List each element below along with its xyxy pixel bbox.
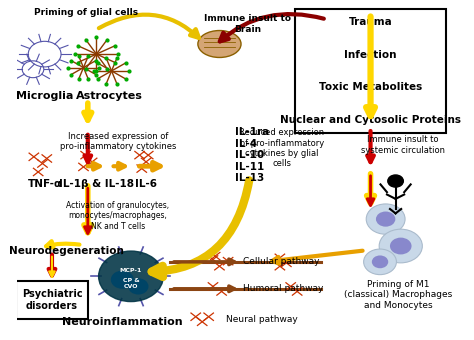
Text: Priming of glial cells: Priming of glial cells	[34, 7, 138, 17]
Text: TNF-α: TNF-α	[27, 179, 62, 189]
Circle shape	[129, 279, 148, 294]
Text: Increased expression of
pro-inflammatory cytokines: Increased expression of pro-inflammatory…	[60, 132, 176, 151]
Circle shape	[388, 175, 403, 187]
FancyBboxPatch shape	[295, 8, 446, 133]
Circle shape	[379, 229, 422, 263]
Text: Immune insult to
Brain: Immune insult to Brain	[204, 14, 291, 34]
Ellipse shape	[198, 31, 241, 57]
Text: Neurodegeneration: Neurodegeneration	[9, 246, 124, 256]
Text: Neuroinflammation: Neuroinflammation	[62, 317, 182, 327]
Text: Reduced expression
of pro-inflammatory
cytokines by glial
cells: Reduced expression of pro-inflammatory c…	[239, 128, 325, 169]
Text: Microglia: Microglia	[16, 91, 73, 101]
Text: IL-1ra
IL-4
IL-10
IL-11
IL-13: IL-1ra IL-4 IL-10 IL-11 IL-13	[235, 127, 269, 183]
Text: Activation of granulocytes,
monocytes/macrophages,
NK and T cells: Activation of granulocytes, monocytes/ma…	[66, 201, 170, 231]
Text: Humoral pathway: Humoral pathway	[243, 284, 324, 293]
Text: MCP-1: MCP-1	[120, 268, 142, 273]
Text: IL-6: IL-6	[135, 179, 157, 189]
Circle shape	[376, 211, 395, 227]
Circle shape	[366, 204, 405, 234]
Text: Psychiatric
disorders: Psychiatric disorders	[22, 289, 82, 311]
Circle shape	[364, 249, 396, 275]
Circle shape	[99, 251, 164, 302]
Text: Cellular pathway: Cellular pathway	[243, 257, 319, 266]
Circle shape	[372, 255, 388, 268]
Text: Trauma

Infection

Toxic Metabolites

Nuclear and Cytosolic Proteins: Trauma Infection Toxic Metabolites Nucle…	[280, 17, 461, 125]
Text: CP &
CVO: CP & CVO	[123, 278, 139, 289]
Text: IL-1β & IL-18: IL-1β & IL-18	[59, 179, 134, 189]
Text: Astrocytes: Astrocytes	[76, 91, 143, 101]
FancyBboxPatch shape	[16, 282, 88, 319]
Circle shape	[390, 238, 411, 254]
Circle shape	[111, 271, 133, 288]
Text: Neural pathway: Neural pathway	[226, 314, 298, 324]
Text: Immune insult to
systemic circulation: Immune insult to systemic circulation	[361, 135, 445, 155]
Text: Priming of M1
(classical) Macrophages
and Monocytes: Priming of M1 (classical) Macrophages an…	[345, 280, 453, 310]
